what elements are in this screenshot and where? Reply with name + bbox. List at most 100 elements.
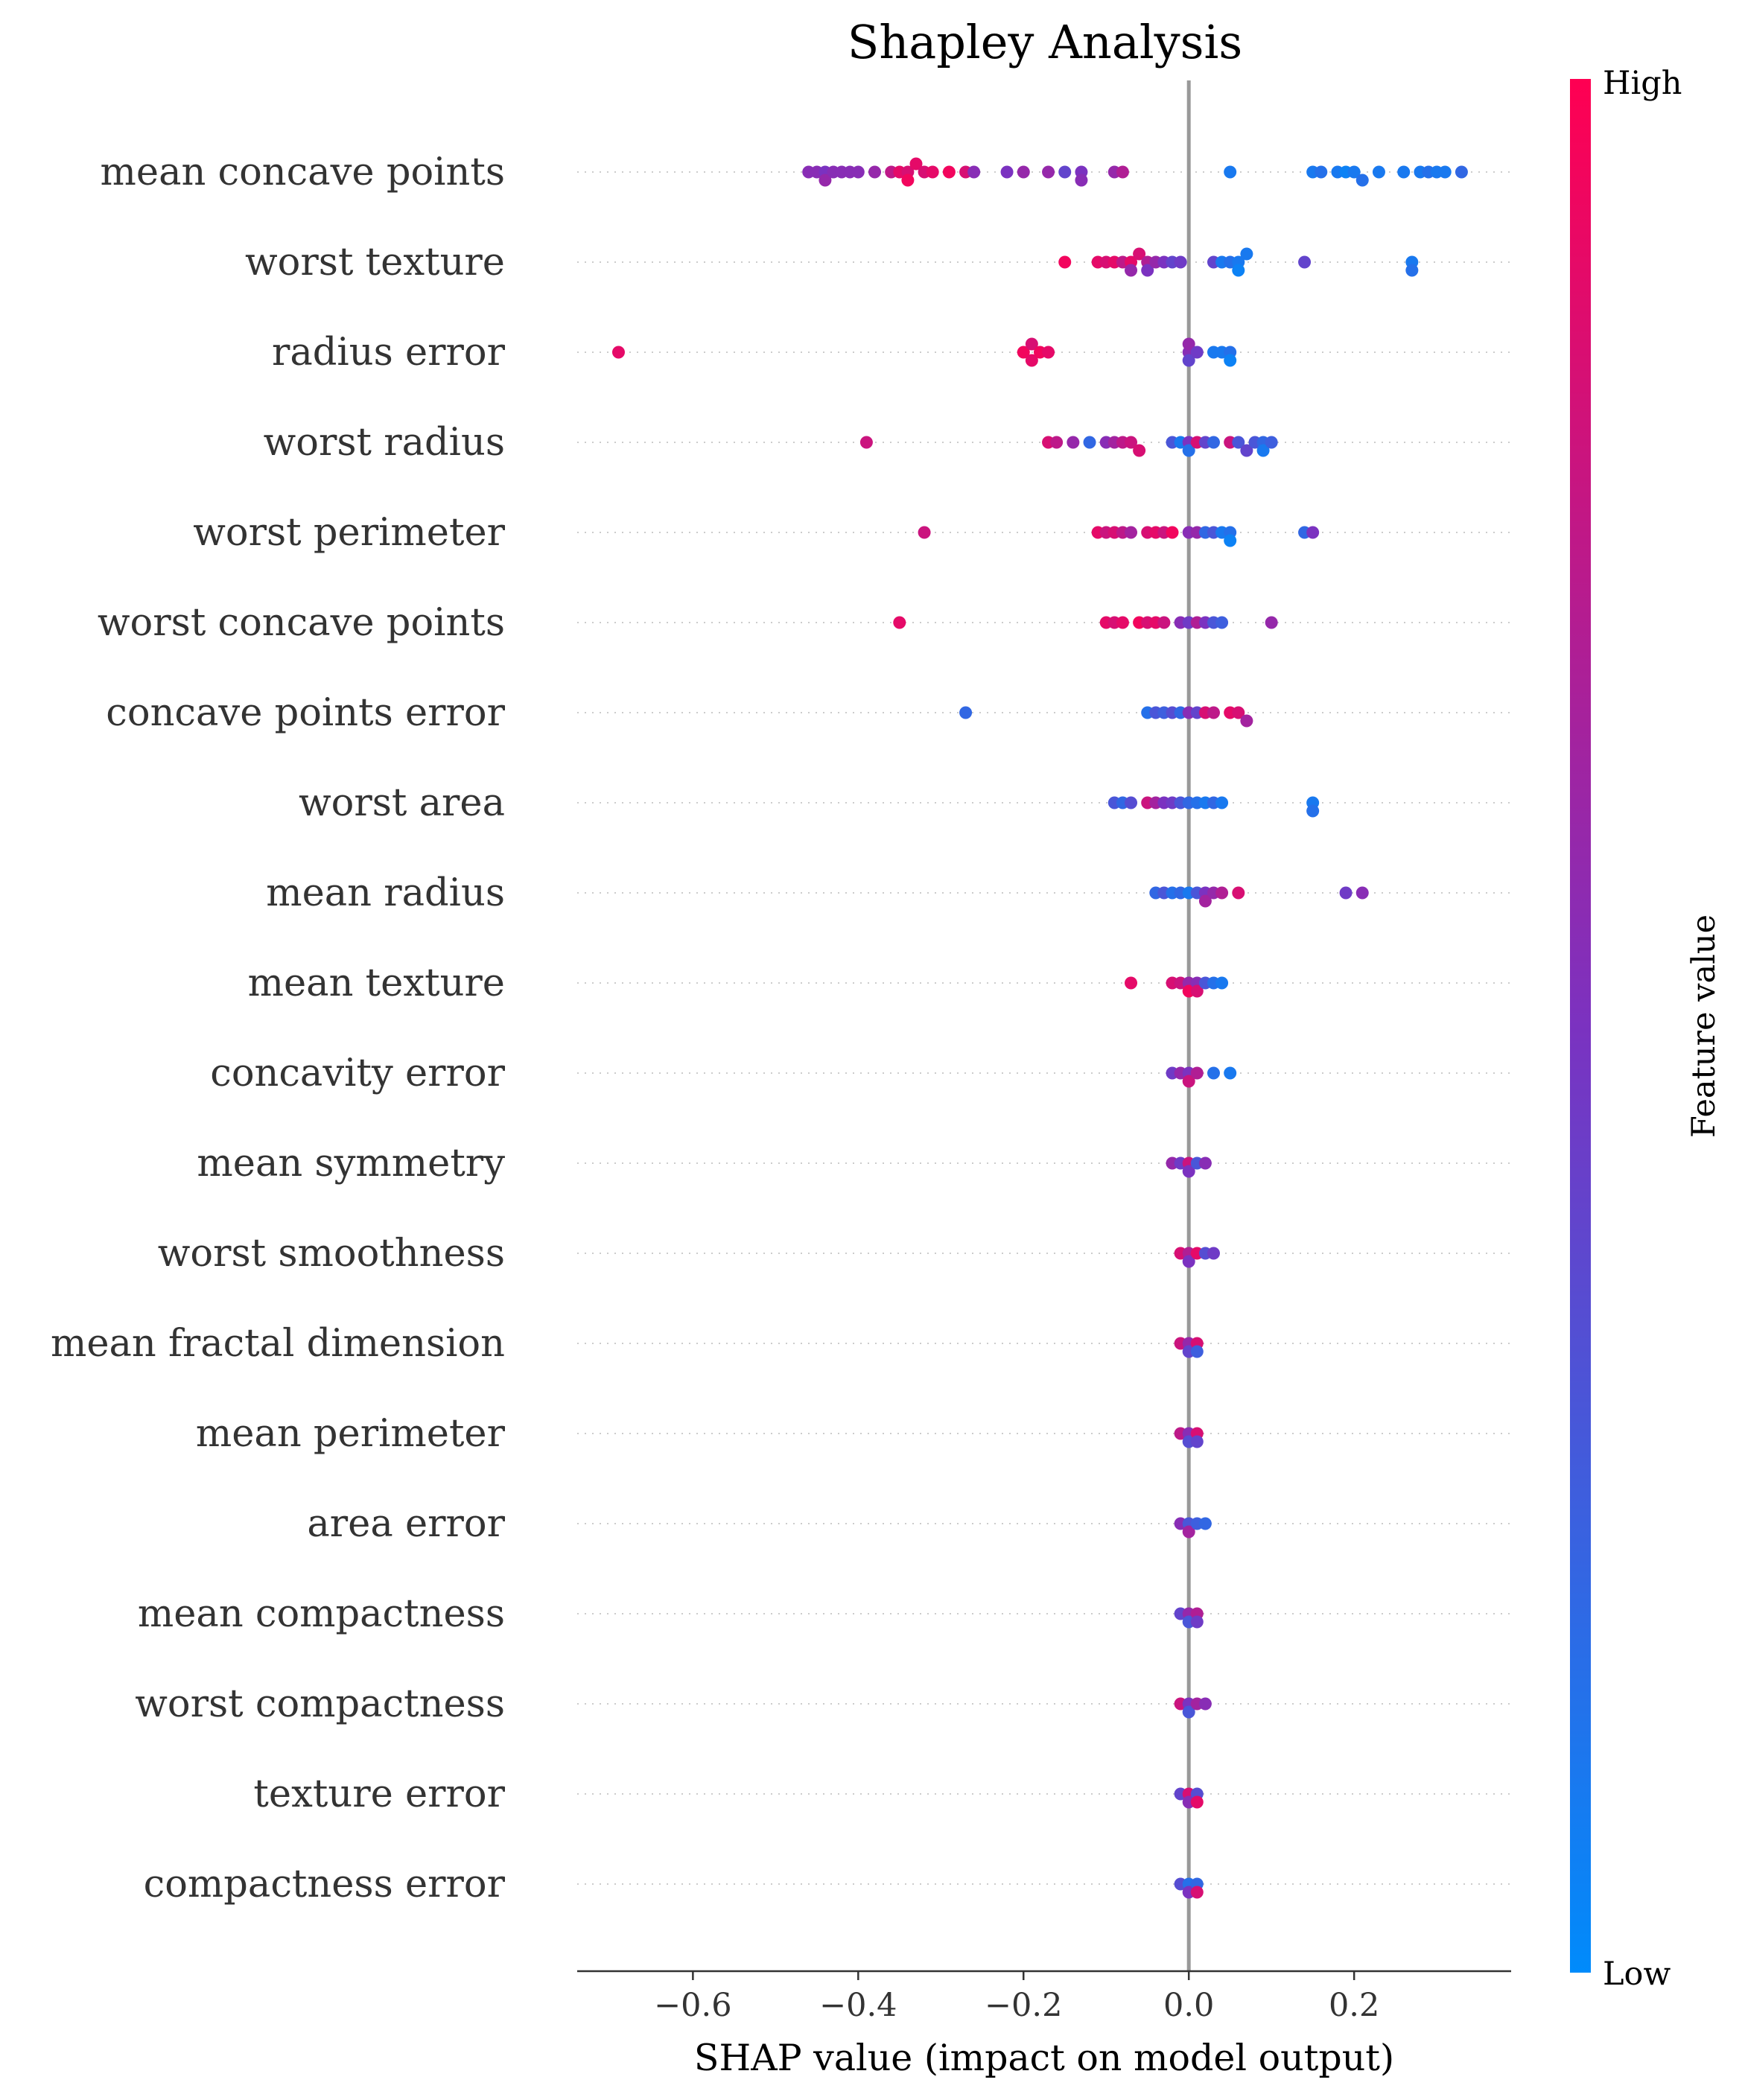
shap-point (851, 165, 865, 179)
shap-point (1174, 255, 1187, 269)
shap-point (1190, 1435, 1204, 1448)
shap-point (1042, 346, 1055, 359)
colorbar-high-label: High (1603, 65, 1682, 102)
shap-point (1224, 1066, 1237, 1080)
shap-point (1025, 337, 1038, 351)
feature-grid-lines (577, 171, 1511, 1885)
shap-point (1265, 436, 1278, 449)
shap-point (1182, 354, 1195, 367)
shap-point (1000, 165, 1014, 179)
feature-label: mean symmetry (197, 1142, 505, 1186)
feature-label: worst compactness (135, 1682, 505, 1726)
shap-point (1190, 1795, 1204, 1809)
shap-point (1125, 796, 1138, 809)
feature-label: worst radius (264, 421, 505, 465)
feature-label: mean compactness (138, 1592, 505, 1636)
colorbar-title: Feature value (1685, 914, 1723, 1138)
x-tick-label: −0.6 (654, 1987, 731, 2024)
shap-point (611, 346, 625, 359)
x-tick-label: 0.0 (1163, 1987, 1214, 2024)
feature-labels: mean concave points worst texture radius e… (51, 150, 506, 1906)
shap-point (1347, 165, 1361, 179)
shap-point (1083, 436, 1096, 449)
feature-label: worst concave points (98, 601, 505, 645)
feature-label: worst area (299, 781, 505, 825)
shap-point (1198, 1517, 1212, 1530)
shap-point (1133, 444, 1146, 457)
shap-point (1125, 436, 1138, 449)
feature-label: mean concave points (101, 150, 505, 194)
feature-label: worst smoothness (158, 1232, 505, 1276)
x-tick-label: −0.2 (985, 1987, 1062, 2024)
shap-point (1256, 444, 1270, 457)
shap-point (859, 436, 873, 449)
shap-point (1198, 1697, 1212, 1711)
feature-label: texture error (253, 1772, 505, 1816)
chart-title: Shapley Analysis (848, 15, 1242, 69)
shap-point (1157, 616, 1171, 629)
shap-point (1232, 264, 1245, 277)
shap-point (1182, 337, 1195, 351)
shap-point (909, 157, 923, 171)
shap-point (1116, 616, 1129, 629)
shap-point (918, 526, 931, 539)
feature-label: area error (307, 1502, 505, 1546)
shap-point (1207, 706, 1220, 719)
shap-point (1067, 436, 1080, 449)
shap-point (1141, 264, 1154, 277)
shap-point (1025, 354, 1038, 367)
feature-label: radius error (272, 331, 506, 375)
shap-point (1355, 886, 1369, 900)
feature-label: worst perimeter (193, 511, 505, 555)
shap-point (926, 165, 939, 179)
shap-point (1125, 976, 1138, 990)
shap-point (1232, 886, 1245, 900)
shap-point (1306, 526, 1320, 539)
feature-label: mean radius (266, 871, 505, 915)
shap-point (1182, 1525, 1195, 1539)
x-axis-title: SHAP value (impact on model output) (694, 2037, 1394, 2079)
shap-point (1240, 444, 1253, 457)
shap-point (1190, 1066, 1204, 1080)
shap-point (1207, 436, 1220, 449)
shap-point (1075, 174, 1088, 187)
shap-point (1198, 894, 1212, 908)
shap-point (1190, 1886, 1204, 1899)
shap-point (1116, 165, 1129, 179)
shap-point (1215, 796, 1229, 809)
shap-point (1182, 1165, 1195, 1178)
shap-point (1224, 165, 1237, 179)
shap-point (1182, 1075, 1195, 1088)
shap-point (901, 174, 915, 187)
shap-point (942, 165, 956, 179)
shap-points (611, 157, 1468, 1899)
shap-point (1405, 264, 1419, 277)
shap-point (1224, 534, 1237, 547)
shap-point (1182, 1255, 1195, 1268)
shap-point (1298, 255, 1312, 269)
shap-point (1224, 354, 1237, 367)
shap-point (1215, 886, 1229, 900)
shap-point (1232, 706, 1245, 719)
feature-label: compactness error (144, 1862, 506, 1906)
shap-point (1339, 886, 1353, 900)
shap-point (1190, 984, 1204, 998)
shap-point (1438, 165, 1452, 179)
feature-label: mean texture (248, 961, 505, 1005)
shap-point (1232, 436, 1245, 449)
shap-point (1050, 436, 1064, 449)
shap-point (1215, 616, 1229, 629)
feature-label: concavity error (210, 1051, 505, 1095)
shap-point (868, 165, 882, 179)
shap-point (1265, 616, 1278, 629)
feature-label: concave points error (106, 691, 505, 735)
feature-label: mean fractal dimension (51, 1322, 505, 1366)
shap-point (967, 165, 981, 179)
shap-point (1190, 1345, 1204, 1358)
shap-point (1397, 165, 1411, 179)
shap-point (1125, 264, 1138, 277)
colorbar-low-label: Low (1603, 1956, 1671, 1993)
shap-point (1166, 526, 1179, 539)
shap-point (1240, 714, 1253, 728)
